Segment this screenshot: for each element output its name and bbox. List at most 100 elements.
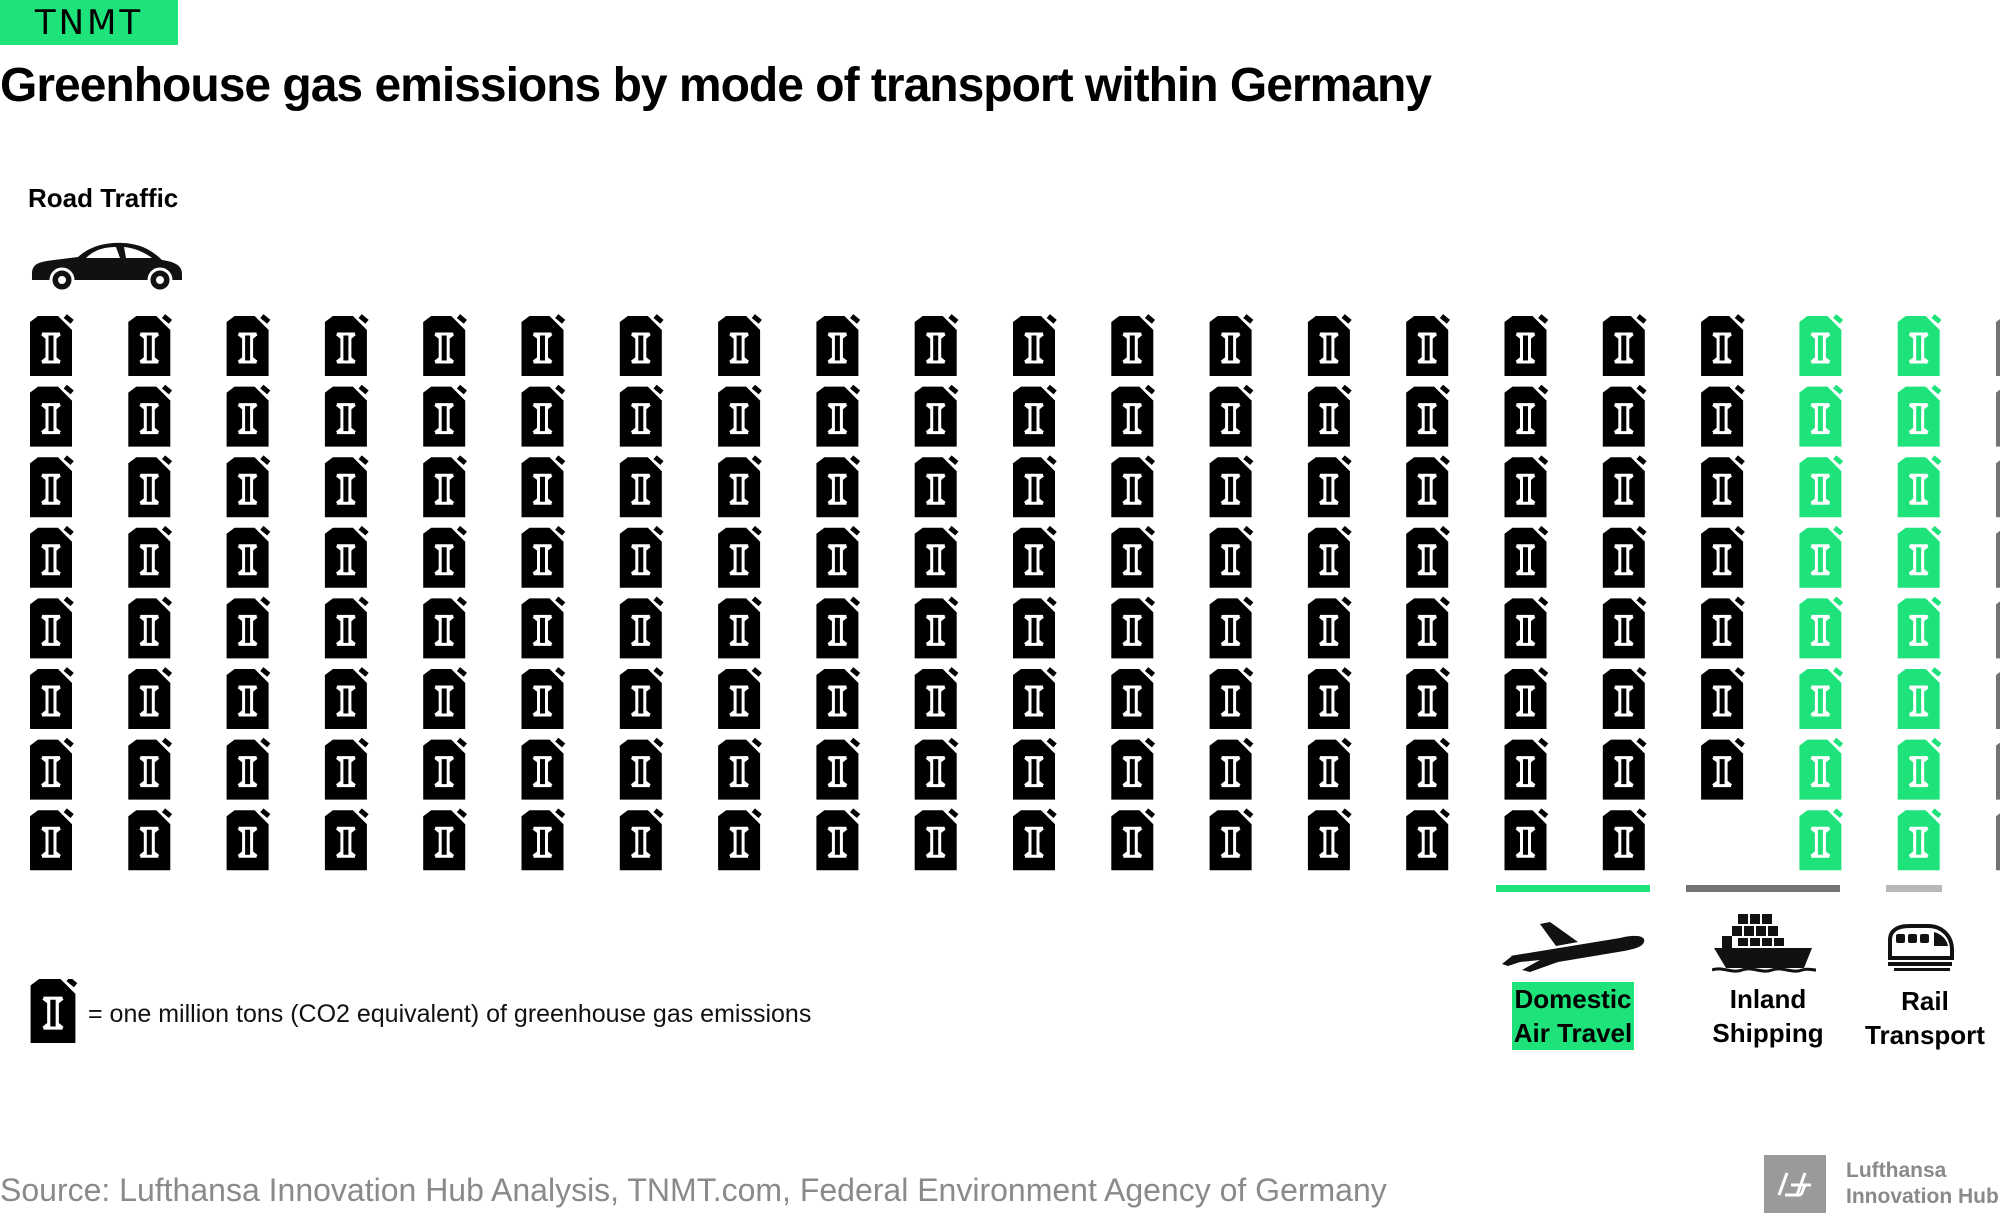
jerrycan-road-traffic-46 (521, 667, 566, 729)
jerrycan-domestic-air-travel-10 (1897, 384, 1942, 447)
jerrycan-road-traffic-43 (521, 455, 566, 518)
jerrycan-road-traffic-33 (423, 314, 467, 376)
jerrycan-road-traffic-115 (1406, 455, 1450, 518)
rail-transport-label-line2: Transport (1865, 1020, 1985, 1050)
road-traffic-label: Road Traffic (28, 183, 179, 213)
emissions-pictogram (30, 314, 2000, 871)
jerrycan-road-traffic-83 (1013, 455, 1057, 518)
jerrycan-road-traffic-139 (1701, 455, 1745, 518)
jerrycan-road-traffic-120 (1406, 808, 1450, 871)
jerrycan-road-traffic-54 (619, 667, 664, 729)
jerrycan-road-traffic-75 (914, 455, 959, 518)
jerrycan-road-traffic-73 (914, 314, 959, 376)
jerrycan-road-traffic-71 (816, 737, 861, 800)
jerrycan-domestic-air-travel-13 (1897, 596, 1942, 659)
jerrycan-road-traffic-60 (718, 525, 762, 588)
jerrycan-road-traffic-14 (128, 667, 173, 729)
jerrycan-road-traffic-118 (1406, 667, 1450, 729)
jerrycan-road-traffic-87 (1013, 737, 1057, 800)
jerrycan-road-traffic-6 (30, 667, 74, 729)
rail-transport-label: Rail Transport (1850, 984, 2000, 1052)
jerrycan-road-traffic-137 (1701, 314, 1745, 376)
jerrycan-road-traffic-63 (718, 737, 762, 800)
jerrycan-road-traffic-5 (30, 596, 74, 659)
jerrycan-road-traffic-39 (423, 737, 467, 800)
jerrycan-inland-shipping-1 (1996, 319, 2000, 376)
jerrycan-road-traffic-59 (718, 455, 762, 518)
jerrycan-road-traffic-92 (1111, 525, 1156, 588)
jerrycan-road-traffic-15 (128, 737, 173, 800)
jerrycan-road-traffic-106 (1307, 384, 1352, 447)
jerrycan-road-traffic-104 (1209, 808, 1254, 871)
jerrycan-domestic-air-travel-15 (1897, 737, 1942, 800)
jerrycan-road-traffic-123 (1504, 455, 1549, 518)
jerrycan-road-traffic-136 (1602, 808, 1647, 871)
jerrycan-road-traffic-125 (1504, 596, 1549, 659)
jerrycan-road-traffic-8 (30, 808, 74, 871)
jerrycan-road-traffic-114 (1406, 384, 1450, 447)
jerrycan-road-traffic-85 (1013, 596, 1057, 659)
rail-transport-label-line1: Rail (1901, 986, 1949, 1016)
jerrycan-road-traffic-138 (1701, 384, 1745, 447)
jerrycan-road-traffic-70 (816, 667, 861, 729)
jerrycan-road-traffic-89 (1111, 314, 1156, 376)
jerrycan-road-traffic-12 (128, 525, 173, 588)
jerrycan-road-traffic-35 (423, 455, 467, 518)
jerrycan-road-traffic-50 (619, 384, 664, 447)
jerrycan-road-traffic-127 (1504, 737, 1549, 800)
jerrycan-inland-shipping-4 (1996, 530, 2000, 588)
jerrycan-road-traffic-42 (521, 384, 566, 447)
jerrycan-road-traffic-52 (619, 525, 664, 588)
footer-logo-line2: Innovation Hub (1846, 1185, 1999, 1208)
jerrycan-road-traffic-65 (816, 314, 861, 376)
footer-logo-line1: Lufthansa (1846, 1159, 1947, 1182)
jerrycan-road-traffic-84 (1013, 525, 1057, 588)
jerrycan-road-traffic-66 (816, 384, 861, 447)
jerrycan-road-traffic-48 (521, 808, 566, 871)
jerrycan-road-traffic-1 (30, 314, 74, 376)
jerrycan-road-traffic-58 (718, 384, 762, 447)
jerrycan-road-traffic-112 (1307, 808, 1352, 871)
jerrycan-road-traffic-24 (226, 808, 271, 871)
jerrycan-road-traffic-44 (521, 525, 566, 588)
jerrycan-domestic-air-travel-7 (1799, 737, 1844, 800)
jerrycan-road-traffic-17 (226, 314, 271, 376)
legend-text: = one million tons (CO2 equivalent) of g… (88, 1000, 812, 1028)
jerrycan-road-traffic-143 (1701, 737, 1745, 800)
jerrycan-road-traffic-99 (1209, 455, 1254, 518)
jerrycan-road-traffic-25 (324, 314, 369, 376)
legend-jerrycan-icon (30, 979, 78, 1043)
jerrycan-road-traffic-128 (1504, 808, 1549, 871)
footer-logo-text: Lufthansa Innovation Hub (1846, 1158, 1999, 1210)
jerrycan-road-traffic-105 (1307, 314, 1352, 376)
jerrycan-road-traffic-86 (1013, 667, 1057, 729)
jerrycan-road-traffic-141 (1701, 596, 1745, 659)
jerrycan-road-traffic-113 (1406, 314, 1450, 376)
jerrycan-road-traffic-96 (1111, 808, 1156, 871)
jerrycan-road-traffic-132 (1602, 525, 1647, 588)
jerrycan-road-traffic-140 (1701, 525, 1745, 588)
jerrycan-road-traffic-51 (619, 455, 664, 518)
jerrycan-road-traffic-119 (1406, 737, 1450, 800)
jerrycan-road-traffic-53 (619, 596, 664, 659)
jerrycan-road-traffic-135 (1602, 737, 1647, 800)
ship-icon (1712, 914, 1816, 973)
jerrycan-inland-shipping-6 (1996, 672, 2000, 729)
jerrycan-road-traffic-31 (324, 737, 369, 800)
jerrycan-road-traffic-93 (1111, 596, 1156, 659)
jerrycan-road-traffic-142 (1701, 667, 1745, 729)
jerrycan-road-traffic-134 (1602, 667, 1647, 729)
jerrycan-domestic-air-travel-3 (1799, 455, 1844, 518)
jerrycan-road-traffic-98 (1209, 384, 1254, 447)
jerrycan-road-traffic-9 (128, 314, 173, 376)
jerrycan-road-traffic-95 (1111, 737, 1156, 800)
jerrycan-domestic-air-travel-5 (1799, 596, 1844, 659)
air-travel-label: Domestic Air Travel (1488, 982, 1658, 1050)
jerrycan-road-traffic-79 (914, 737, 959, 800)
jerrycan-road-traffic-111 (1307, 737, 1352, 800)
jerrycan-road-traffic-126 (1504, 667, 1549, 729)
jerrycan-domestic-air-travel-14 (1897, 667, 1942, 729)
jerrycan-road-traffic-109 (1307, 596, 1352, 659)
car-icon (32, 242, 182, 292)
jerrycan-road-traffic-131 (1602, 455, 1647, 518)
